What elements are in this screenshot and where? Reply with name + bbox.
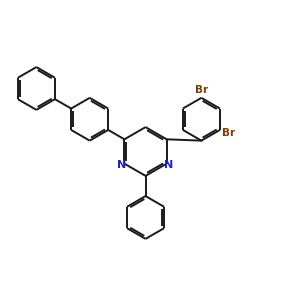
Text: Br: Br	[222, 128, 236, 138]
Text: N: N	[164, 160, 174, 170]
Text: Br: Br	[195, 85, 208, 94]
Text: N: N	[117, 160, 127, 170]
